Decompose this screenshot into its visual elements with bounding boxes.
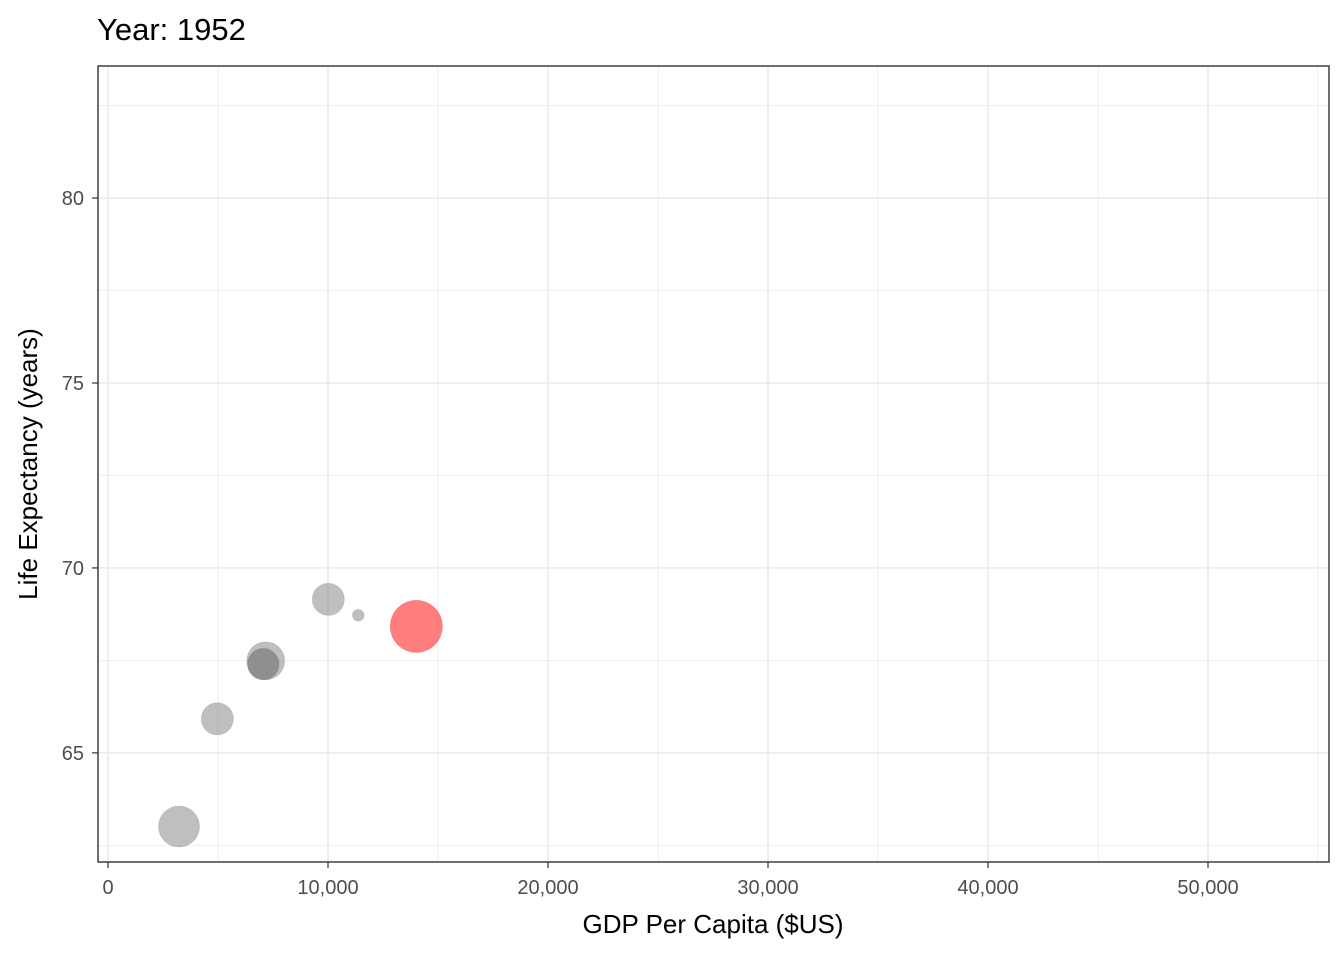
data-point <box>389 599 443 653</box>
x-tick-label: 10,000 <box>297 877 358 899</box>
x-tick-label: 0 <box>102 877 113 899</box>
y-axis-label: Life Expectancy (years) <box>13 328 43 600</box>
y-tick-label: 70 <box>62 558 84 580</box>
data-point <box>352 609 365 622</box>
plot-border <box>97 65 1330 863</box>
y-tick-label: 80 <box>62 188 84 210</box>
data-point <box>200 702 234 736</box>
points <box>158 582 443 848</box>
ticks: 0 10,000 20,000 30,000 40,000 50,000 65 70 75 80 <box>62 188 1239 899</box>
y-tick-label: 75 <box>62 373 84 395</box>
x-axis-label: GDP Per Capita ($US) <box>582 909 843 939</box>
data-point <box>247 648 280 681</box>
x-tick-label: 30,000 <box>737 877 798 899</box>
x-tick-label: 40,000 <box>957 877 1018 899</box>
chart-title: Year: 1952 <box>97 12 246 47</box>
y-tick-label: 65 <box>62 743 84 765</box>
x-tick-label: 20,000 <box>517 877 578 899</box>
x-tick-label: 50,000 <box>1177 877 1238 899</box>
data-point <box>158 805 200 848</box>
grid <box>98 66 1329 862</box>
data-point <box>311 582 345 616</box>
